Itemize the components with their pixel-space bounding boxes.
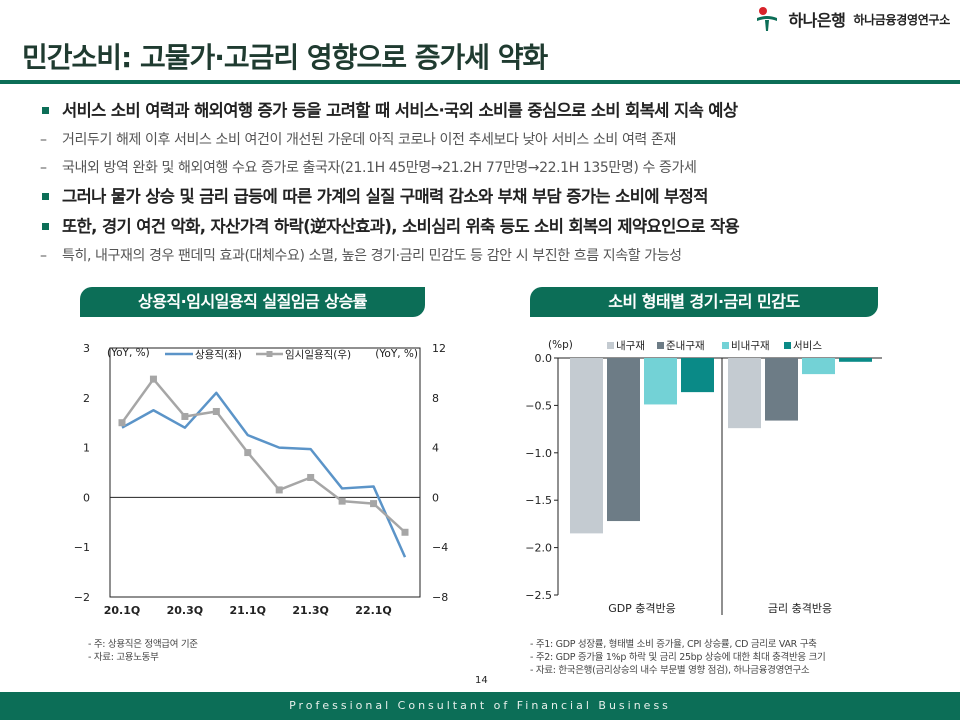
bar [765,358,798,421]
bullet-list: 서비스 소비 여력과 해외여행 증가 등을 고려할 때 서비스·국외 소비를 중… [40,96,940,270]
sub-bullet-item: 거리두기 해제 이후 서비스 소비 여건이 개선된 가운데 아직 코로나 이전 … [40,126,940,154]
y-tick-label: −1.0 [525,447,552,460]
x-tick-label: 22.1Q [355,604,392,617]
left-y-tick-label: −2 [74,591,90,604]
right-y-tick-label: 8 [432,392,439,405]
legend-label-regular: 상용직(좌) [195,349,242,361]
x-tick-label: 20.1Q [104,604,141,617]
note-line: - 자료: 고용노동부 [88,652,159,663]
right-y-tick-label: 0 [432,491,439,504]
legend-swatch [607,342,614,349]
series-line-regular-workers [121,391,407,558]
institute-name: 하나금융경영연구소 [853,12,950,27]
sub-bullet-item: 특히, 내구재의 경우 팬데믹 효과(대체수요) 소멸, 높은 경기·금리 민감… [40,242,940,270]
sensitivity-chart-title: 소비 형태별 경기·금리 민감도 [530,287,878,317]
bar [570,358,603,534]
left-y-tick-label: 1 [83,442,90,455]
bar [839,358,872,362]
hana-logo-icon [757,7,778,31]
legend-marker-temp [266,351,273,357]
x-category-label: 금리 충격반응 [768,602,832,615]
x-tick-label: 21.3Q [292,604,329,617]
title-divider [0,80,960,84]
bullet-item: 그러나 물가 상승 및 금리 급등에 따른 가계의 실질 구매력 감소와 부채 … [40,182,940,212]
x-tick-label: 21.1Q [230,604,267,617]
right-axis-unit: (YoY, %) [375,348,418,360]
y-tick-label: −1.5 [525,494,552,507]
data-point-temp-workers [212,407,220,415]
bar [681,358,714,393]
y-tick-label: −2.5 [525,589,552,602]
data-point-temp-workers [149,375,157,383]
y-axis-unit: (%p) [548,339,573,351]
plot-frame [109,347,421,598]
bank-name: 하나은행 [788,11,846,30]
legend-label: 서비스 [793,340,822,352]
bar [607,358,640,522]
y-tick-label: 0.0 [535,352,553,365]
x-tick-label: 20.3Q [167,604,204,617]
data-point-temp-workers [275,486,283,494]
note-line: - 자료: 한국은행(금리상승의 내수 부문별 영향 점검), 하나금융경영연구… [530,665,810,676]
y-tick-label: −2.0 [525,542,552,555]
x-category-label: GDP 충격반응 [608,602,676,615]
bar [728,358,761,429]
right-y-tick-label: −4 [432,541,448,554]
left-axis-unit: (YoY, %) [107,347,150,359]
wage-chart-notes: - 주: 상용직은 정액급여 기준 - 자료: 고용노동부 [88,638,198,664]
series-line-temp-workers [120,377,406,534]
wage-chart-title: 상용직·임시일용직 실질임금 상승률 [80,287,425,317]
data-point-temp-workers [181,412,189,420]
legend-swatch [722,342,729,349]
data-point-temp-workers [118,419,126,427]
sub-bullet-item: 국내외 방역 완화 및 해외여행 수요 증가로 출국자(21.1H 45만명→2… [40,154,940,182]
right-y-tick-label: −8 [432,591,448,604]
left-y-tick-label: 0 [83,491,90,504]
legend-label: 준내구재 [666,340,705,352]
wage-line-chart: 3 2 1 0 −1 −2 12 8 4 0 −4 −8 20.1Q 20.3Q 21.1Q 21.3Q 22.… [74,342,448,617]
data-point-temp-workers [401,528,409,536]
data-point-temp-workers [307,473,315,481]
left-y-tick-label: 2 [83,392,90,405]
data-point-temp-workers [244,449,252,457]
left-y-tick-label: −1 [74,541,90,554]
legend-swatch [784,342,791,349]
hana-logo: 하나은행 하나금융경영연구소 [754,6,950,32]
page-number: 14 [475,675,488,686]
bar [644,358,677,405]
right-y-tick-label: 12 [432,342,446,355]
legend-label: 내구재 [616,340,645,352]
note-line: - 주1: GDP 성장률, 형태별 소비 증가율, CPI 상승률, CD 금… [530,639,817,650]
sensitivity-bar-chart: 0.0 −0.5 −1.0 −1.5 −2.0 −2.5 (%p) 내구재 준내구재 비내구재 서비… [525,339,882,615]
sensitivity-chart-notes: - 주1: GDP 성장률, 형태별 소비 증가율, CPI 상승률, CD 금… [530,638,826,677]
legend-label: 비내구재 [731,340,770,352]
note-line: - 주: 상용직은 정액급여 기준 [88,639,198,650]
legend-swatch [657,342,664,349]
bullet-item: 또한, 경기 여건 악화, 자산가격 하락(逆자산효과), 소비심리 위축 등도… [40,212,940,242]
data-point-temp-workers [370,500,378,508]
page-title: 민간소비: 고물가·고금리 영향으로 증가세 약화 [22,41,548,74]
left-y-tick-label: 3 [83,342,90,355]
right-y-tick-label: 4 [432,442,439,455]
y-tick-label: −0.5 [525,399,552,412]
bullet-item: 서비스 소비 여력과 해외여행 증가 등을 고려할 때 서비스·국외 소비를 중… [40,96,940,126]
bar [802,358,835,375]
legend-label-temp: 임시일용직(우) [285,348,351,361]
data-point-temp-workers [338,497,346,505]
note-line: - 주2: GDP 증가율 1%p 하락 및 금리 25bp 상승에 대한 최대… [530,652,826,663]
footer-banner: Professional Consultant of Financial Bus… [0,692,960,720]
